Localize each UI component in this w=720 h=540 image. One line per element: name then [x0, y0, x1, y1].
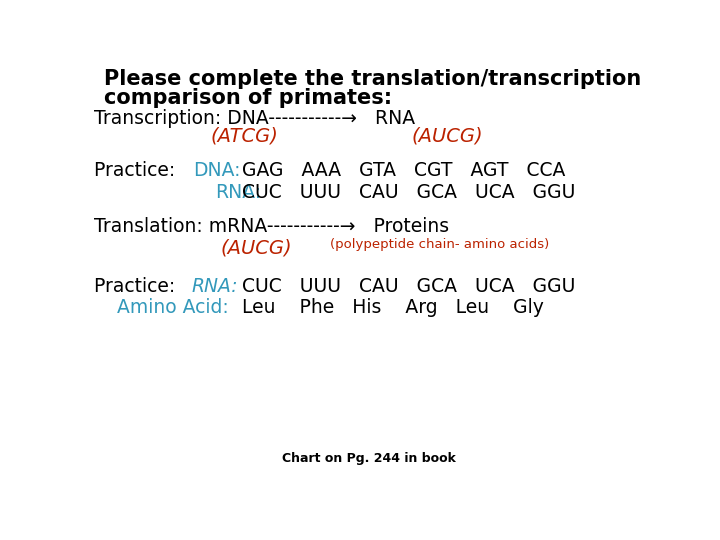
Text: (AUCG): (AUCG): [220, 238, 292, 257]
Text: RNA:: RNA:: [215, 183, 261, 201]
Text: (polypeptide chain- amino acids): (polypeptide chain- amino acids): [330, 238, 549, 251]
Text: CUC   UUU   CAU   GCA   UCA   GGU: CUC UUU CAU GCA UCA GGU: [242, 183, 575, 201]
Text: (AUCG): (AUCG): [412, 126, 483, 145]
Text: Please complete the translation/transcription: Please complete the translation/transcri…: [104, 69, 642, 89]
Text: Translation: mRNA-----------→   Proteins: Translation: mRNA-----------→ Proteins: [94, 217, 449, 237]
Text: DNA:: DNA:: [193, 161, 240, 180]
Text: (ATCG): (ATCG): [210, 126, 278, 145]
Text: Transcription: DNA-----------→   RNA: Transcription: DNA-----------→ RNA: [94, 110, 415, 129]
Text: GAG   AAA   GTA   CGT   AGT   CCA: GAG AAA GTA CGT AGT CCA: [242, 161, 565, 180]
Text: Practice:: Practice:: [94, 161, 187, 180]
Text: Leu    Phe   His    Arg   Leu    Gly: Leu Phe His Arg Leu Gly: [242, 298, 544, 317]
Text: Chart on Pg. 244 in book: Chart on Pg. 244 in book: [282, 452, 456, 465]
Text: comparison of primates:: comparison of primates:: [104, 88, 392, 108]
Text: Amino Acid:: Amino Acid:: [117, 298, 229, 317]
Text: RNA:: RNA:: [192, 276, 238, 295]
Text: CUC   UUU   CAU   GCA   UCA   GGU: CUC UUU CAU GCA UCA GGU: [242, 276, 575, 295]
Text: Practice:: Practice:: [94, 276, 187, 295]
